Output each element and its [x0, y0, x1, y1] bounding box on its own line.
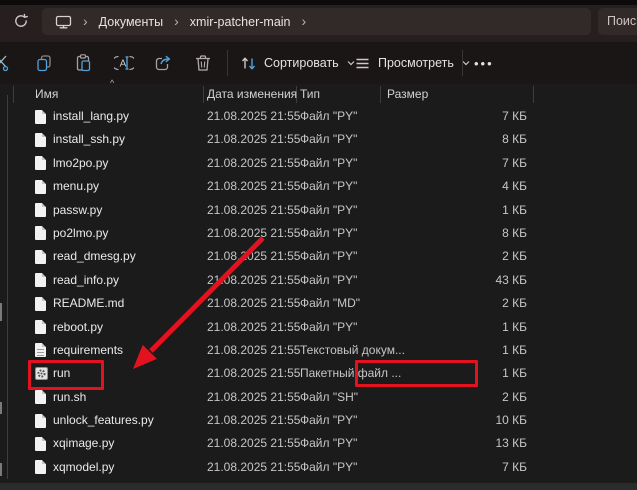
breadcrumb-chevron[interactable]: ›: [83, 13, 88, 29]
table-row[interactable]: install_ssh.py 21.08.2025 21:55 Файл "PY…: [0, 128, 637, 151]
address-bar[interactable]: › Документы › xmir-patcher-main ›: [42, 8, 591, 35]
sort-button[interactable]: Сортировать: [240, 42, 356, 84]
sort-ascending-indicator: ^: [110, 78, 115, 88]
cut-icon[interactable]: [0, 53, 12, 73]
file-icon: [35, 132, 46, 147]
command-toolbar: A Сортировать: [0, 42, 637, 84]
header-tick: [533, 86, 534, 103]
table-row[interactable]: README.md 21.08.2025 21:55 Файл "MD" 2 К…: [0, 292, 637, 315]
table-row[interactable]: passw.py 21.08.2025 21:55 Файл "PY" 1 КБ: [0, 199, 637, 222]
more-options-button[interactable]: •••: [474, 55, 494, 71]
file-icon: [35, 179, 46, 194]
file-icon: [35, 226, 46, 241]
file-icon: [35, 156, 46, 171]
status-bar: [0, 483, 637, 490]
table-row[interactable]: xqimage.py 21.08.2025 21:55 Файл "PY" 13…: [0, 432, 637, 455]
table-row[interactable]: read_info.py 21.08.2025 21:55 Файл "PY" …: [0, 269, 637, 292]
rename-icon[interactable]: A: [114, 53, 134, 73]
breadcrumb-item-documents[interactable]: Документы: [98, 14, 164, 29]
file-icon: [35, 320, 46, 335]
paste-icon[interactable]: [74, 53, 94, 73]
table-row[interactable]: xqmodel.py 21.08.2025 21:55 Файл "PY" 7 …: [0, 456, 637, 479]
column-header-size[interactable]: Размер: [387, 87, 429, 101]
table-row[interactable]: reboot.py 21.08.2025 21:55 Файл "PY" 1 К…: [0, 316, 637, 339]
table-row[interactable]: install_lang.py 21.08.2025 21:55 Файл "P…: [0, 105, 637, 128]
file-icon: [35, 436, 46, 451]
breadcrumb-chevron[interactable]: ›: [301, 13, 307, 29]
header-tick: [13, 86, 14, 103]
chevron-down-icon: [462, 61, 470, 66]
breadcrumb-item-folder[interactable]: xmir-patcher-main: [189, 14, 291, 29]
svg-text:A: A: [120, 59, 127, 70]
file-icon: [35, 203, 46, 218]
search-input[interactable]: Поиск: [598, 8, 637, 35]
column-header-date[interactable]: Дата изменения: [207, 87, 298, 101]
nav-pane-remnant: [0, 402, 2, 414]
sort-icon: [241, 57, 256, 69]
file-icon: [35, 296, 46, 311]
header-tick: [296, 86, 297, 103]
this-pc-icon[interactable]: [55, 14, 72, 30]
file-icon: [35, 273, 46, 288]
toolbar-divider: [462, 50, 463, 76]
chevron-down-icon: [347, 61, 355, 66]
refresh-icon[interactable]: [11, 11, 31, 31]
breadcrumb-chevron[interactable]: ›: [174, 13, 179, 29]
view-button[interactable]: Просмотреть: [354, 42, 471, 84]
text-document-icon: [35, 343, 46, 358]
file-icon: [35, 249, 46, 264]
nav-pane-remnant: [0, 463, 2, 476]
file-icon: [35, 109, 46, 124]
table-row[interactable]: menu.py 21.08.2025 21:55 Файл "PY" 4 КБ: [0, 175, 637, 198]
table-row[interactable]: run.sh 21.08.2025 21:55 Файл "SH" 2 КБ: [0, 386, 637, 409]
table-row[interactable]: unlock_features.py 21.08.2025 21:55 Файл…: [0, 409, 637, 432]
column-header-name[interactable]: Имя: [35, 87, 59, 101]
copy-icon[interactable]: [34, 53, 54, 73]
view-label: Просмотреть: [378, 56, 454, 70]
file-icon: [35, 460, 46, 475]
batch-file-icon: [35, 366, 48, 380]
table-row[interactable]: read_dmesg.py 21.08.2025 21:55 Файл "PY"…: [0, 245, 637, 268]
view-icon: [356, 58, 369, 68]
column-header-type[interactable]: Тип: [300, 87, 321, 101]
toolbar-divider: [227, 50, 228, 76]
share-icon[interactable]: [153, 53, 173, 73]
table-row[interactable]: po2lmo.py 21.08.2025 21:55 Файл "PY" 8 К…: [0, 222, 637, 245]
file-list: ^ Имя Дата изменения Тип Размер install_…: [0, 78, 637, 479]
delete-icon[interactable]: [193, 53, 213, 73]
sort-label: Сортировать: [264, 56, 339, 70]
column-header-row: ^ Имя Дата изменения Тип Размер: [0, 78, 637, 105]
table-row[interactable]: requirements 21.08.2025 21:55 Текстовый …: [0, 339, 637, 362]
table-row-run[interactable]: run 21.08.2025 21:55 Пакетный файл ... 1…: [0, 362, 637, 385]
title-bar: › Документы › xmir-patcher-main › Поиск: [0, 0, 637, 42]
file-icon: [35, 390, 46, 405]
table-row[interactable]: lmo2po.py 21.08.2025 21:55 Файл "PY" 7 К…: [0, 152, 637, 175]
header-tick: [203, 86, 204, 103]
file-icon: [35, 413, 46, 428]
header-tick: [380, 86, 381, 103]
pane-divider: [7, 95, 8, 479]
nav-pane-remnant: [0, 303, 2, 321]
